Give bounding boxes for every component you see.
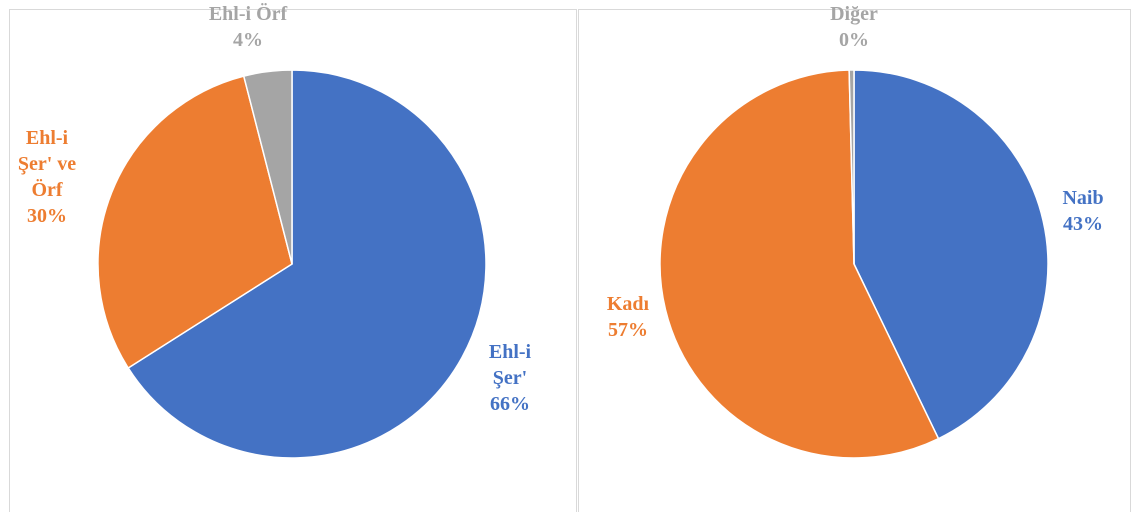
slice-category-label: Şer' ve xyxy=(18,153,76,175)
pie-slice xyxy=(848,69,855,265)
pie-slice xyxy=(127,69,487,459)
slice-category-label: Ehl-i xyxy=(26,127,69,149)
pie-chart-left: Ehl-i Şer' 66% Ehl-i Şer' ve Örf 30% Ehl-i Örf 4… xyxy=(18,2,532,459)
slice-category-label: Şer' xyxy=(493,367,527,389)
slice-data-label: Kadı 57% xyxy=(607,293,650,341)
slice-data-label: Diğer 0% xyxy=(830,3,878,51)
pie-chart-right: Naib 43% Kadı 57% Diğer 0% xyxy=(607,3,1104,459)
chart-panel-left: Ehl-i Şer' 66% Ehl-i Şer' ve Örf 30% Ehl-i Örf 4… xyxy=(9,2,577,512)
pie-slice xyxy=(853,69,1049,440)
slice-percent-label: 66% xyxy=(490,393,530,415)
slice-category-label: Diğer xyxy=(830,3,878,25)
slice-data-label: Ehl-i Örf 4% xyxy=(209,2,288,51)
pie-slice xyxy=(659,69,940,459)
slice-category-label: Ehl-i xyxy=(489,341,532,363)
slice-percent-label: 57% xyxy=(608,319,648,341)
slice-percent-label: 0% xyxy=(839,29,869,51)
slice-category-label: Naib xyxy=(1062,187,1103,209)
slice-percent-label: 4% xyxy=(233,29,263,51)
slice-category-label: Ehl-i Örf xyxy=(209,2,288,25)
slice-category-label: Kadı xyxy=(607,293,650,315)
slice-data-label: Naib 43% xyxy=(1062,187,1103,235)
pie-slice xyxy=(97,75,293,369)
chart-panel-right: Naib 43% Kadı 57% Diğer 0% xyxy=(578,3,1131,512)
slice-data-label: Ehl-i Şer' ve Örf 30% xyxy=(18,127,76,227)
slice-data-label: Ehl-i Şer' 66% xyxy=(489,341,532,415)
slice-category-label: Örf xyxy=(31,178,62,201)
slice-percent-label: 43% xyxy=(1063,213,1103,235)
pie-slice xyxy=(242,69,293,265)
slice-percent-label: 30% xyxy=(27,205,67,227)
